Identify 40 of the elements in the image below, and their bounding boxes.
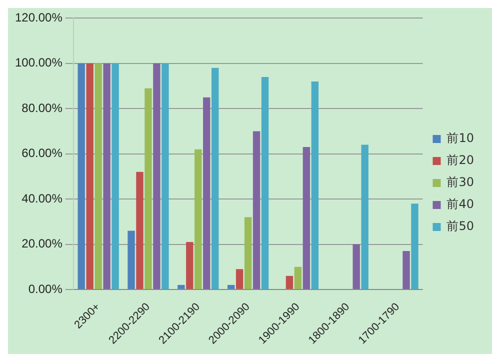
y-tick-label: 0.00% [28, 282, 63, 296]
y-tick-label: 40.00% [22, 191, 63, 206]
bar [153, 63, 160, 289]
bar [78, 63, 85, 289]
bar [244, 217, 252, 289]
bar [144, 88, 152, 289]
bar [194, 149, 202, 289]
bar [411, 204, 418, 289]
bar [162, 63, 169, 289]
bar [402, 251, 410, 289]
y-tick-label: 100.00% [15, 56, 63, 70]
bar [227, 284, 235, 289]
y-tick-label: 80.00% [22, 100, 63, 115]
bar [178, 284, 185, 289]
bar [261, 76, 269, 289]
y-tick-label: 60.00% [22, 146, 63, 160]
bar [136, 172, 144, 289]
legend-label: 前50 [446, 219, 474, 234]
bar [352, 244, 360, 289]
bar [286, 276, 294, 289]
bar [112, 63, 119, 289]
bar [252, 131, 260, 289]
y-tick-label: 20.00% [22, 236, 63, 251]
bar [86, 63, 94, 289]
legend-label: 前40 [446, 197, 474, 212]
bar [311, 81, 319, 289]
bar [361, 144, 368, 289]
bar [128, 230, 135, 289]
bar [212, 68, 219, 289]
bar [294, 266, 302, 289]
bar [94, 63, 102, 289]
legend-label: 前30 [446, 175, 474, 190]
y-tick-label: 120.00% [15, 10, 63, 25]
bar [302, 147, 310, 289]
legend-label: 前10 [446, 131, 474, 146]
bar [103, 63, 110, 289]
bar [236, 269, 244, 289]
legend-label: 前20 [446, 153, 474, 168]
bar [203, 97, 210, 289]
bar [186, 242, 194, 289]
